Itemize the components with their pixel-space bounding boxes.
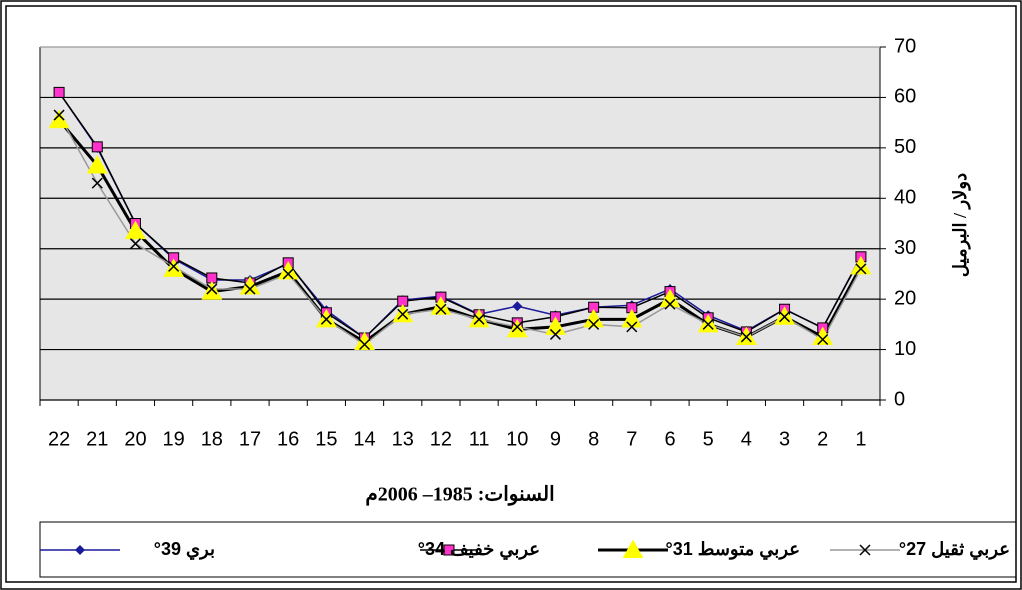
marker — [315, 308, 337, 328]
x-tick-label: 21 — [86, 428, 108, 450]
y-tick-label: 60 — [894, 86, 916, 108]
marker — [506, 319, 528, 338]
marker — [244, 283, 256, 295]
x-tick-label: 9 — [550, 428, 561, 450]
marker — [779, 311, 791, 323]
marker — [817, 333, 829, 346]
y-tick-label: 10 — [894, 338, 916, 360]
x-tick-label: 8 — [588, 428, 599, 450]
legend-label: عربي خفيف 34° — [418, 539, 540, 560]
marker — [163, 258, 185, 277]
x-tick-label: 6 — [664, 428, 675, 450]
x-tick-label: 14 — [353, 428, 375, 450]
plot-area — [40, 47, 880, 400]
marker — [659, 288, 681, 308]
marker — [812, 326, 834, 345]
marker — [735, 326, 757, 345]
marker — [91, 177, 103, 189]
marker — [512, 301, 523, 312]
x-tick-label: 20 — [124, 428, 146, 450]
legend-label: بري 39° — [154, 539, 215, 560]
marker — [468, 308, 490, 328]
marker — [53, 86, 65, 98]
x-tick-label: 13 — [392, 428, 414, 450]
marker — [583, 308, 605, 328]
y-tick-label: 40 — [894, 187, 916, 209]
marker — [855, 263, 867, 275]
x-tick-label: 10 — [506, 428, 528, 450]
marker — [91, 141, 103, 153]
x-tick-label: 5 — [703, 428, 714, 450]
y-tick-label: 70 — [894, 35, 916, 57]
series-line — [58, 91, 862, 339]
legend-marker — [75, 545, 85, 555]
marker — [397, 308, 409, 320]
x-tick-label: 22 — [48, 428, 70, 450]
x-tick-label: 18 — [201, 428, 223, 450]
x-tick-label: 2 — [817, 428, 828, 450]
marker — [664, 298, 676, 310]
marker — [86, 155, 108, 174]
x-tick-label: 4 — [741, 428, 752, 450]
legend-marker — [622, 539, 644, 558]
inner-border — [5, 5, 1017, 583]
x-tick-label: 12 — [430, 428, 452, 450]
series-line — [58, 114, 862, 346]
x-tick-label: 19 — [163, 428, 185, 450]
marker — [588, 318, 600, 330]
y-tick-label: 20 — [894, 287, 916, 309]
y-tick-label: 30 — [894, 237, 916, 259]
marker — [549, 328, 561, 340]
marker — [392, 303, 414, 323]
marker — [125, 220, 146, 240]
x-tick-label: 11 — [469, 428, 490, 450]
marker — [53, 109, 65, 121]
marker — [626, 321, 638, 333]
x-tick-label: 17 — [239, 428, 261, 450]
y-axis-title: دولار / البرميل — [950, 173, 971, 277]
legend-label: عربي متوسط 31° — [666, 539, 800, 560]
marker — [239, 276, 261, 295]
x-tick-label: 1 — [855, 428, 866, 450]
legend-marker — [443, 544, 455, 556]
marker — [740, 331, 752, 343]
x-tick-label: 7 — [626, 428, 637, 450]
y-tick-label: 0 — [894, 388, 905, 410]
marker — [48, 109, 70, 129]
marker — [435, 303, 447, 315]
marker — [354, 331, 375, 351]
marker — [702, 318, 714, 330]
marker — [697, 313, 719, 333]
marker — [168, 260, 180, 272]
y-tick-label: 50 — [894, 136, 916, 158]
marker — [277, 261, 299, 280]
marker — [129, 238, 141, 250]
marker — [430, 296, 452, 315]
marker — [774, 306, 795, 325]
x-tick-label: 3 — [779, 428, 790, 450]
x-axis-title: السنوات: 1985– 2006م — [365, 484, 554, 507]
legend-label: عربي ثقيل 27° — [899, 539, 1010, 560]
x-tick-label: 15 — [315, 428, 337, 450]
marker — [359, 338, 371, 351]
marker — [850, 255, 872, 275]
marker — [473, 313, 485, 325]
marker — [282, 268, 294, 280]
marker — [206, 283, 218, 295]
marker — [511, 321, 523, 333]
marker — [201, 281, 223, 300]
marker — [320, 313, 332, 325]
legend-marker — [859, 544, 871, 556]
x-tick-label: 16 — [277, 428, 299, 450]
